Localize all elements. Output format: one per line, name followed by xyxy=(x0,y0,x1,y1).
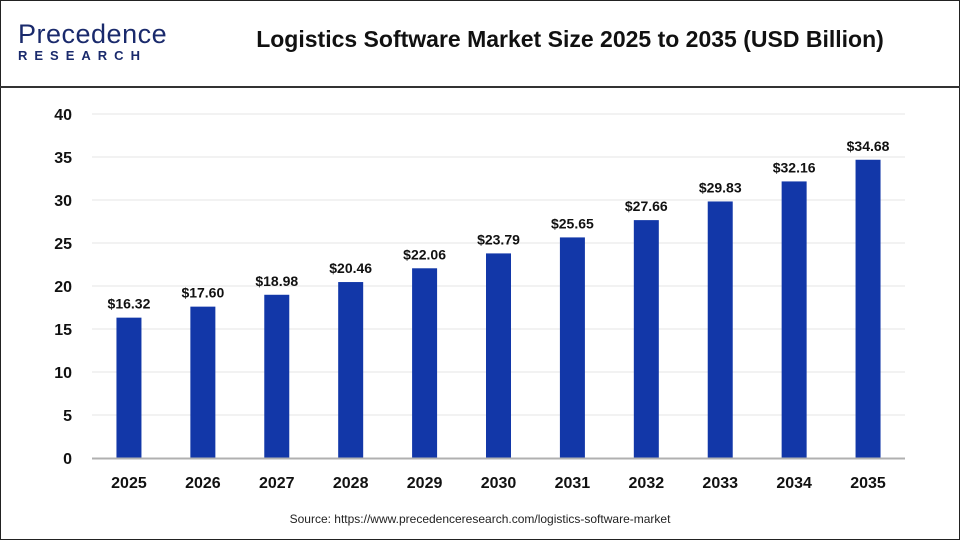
y-tick-label: 35 xyxy=(54,150,72,167)
x-tick-label: 2026 xyxy=(185,475,221,492)
x-tick-label: 2029 xyxy=(407,475,443,492)
bar-2035 xyxy=(855,159,881,458)
x-tick-label: 2031 xyxy=(555,475,591,492)
chart-title: Logistics Software Market Size 2025 to 2… xyxy=(256,26,884,52)
x-tick-label: 2030 xyxy=(481,475,517,492)
x-tick-label: 2035 xyxy=(850,475,886,492)
bar-2025 xyxy=(116,317,142,458)
bar-2034 xyxy=(781,181,807,458)
x-tick-label: 2034 xyxy=(776,475,812,492)
data-label: $25.65 xyxy=(551,215,594,231)
x-tick-label: 2027 xyxy=(259,475,295,492)
bar-2030 xyxy=(486,253,511,458)
bar-2033 xyxy=(707,201,733,458)
x-tick-label: 2025 xyxy=(111,475,147,492)
data-label: $22.06 xyxy=(403,246,446,262)
data-label: $27.66 xyxy=(625,198,668,214)
data-label: $23.79 xyxy=(477,231,520,247)
bar-2027 xyxy=(264,294,290,458)
data-label: $17.60 xyxy=(181,285,224,301)
y-tick-label: 0 xyxy=(63,451,72,468)
x-tick-label: 2033 xyxy=(702,475,738,492)
bar-2029 xyxy=(412,268,438,458)
data-label: $16.32 xyxy=(108,296,151,312)
precedence-research-logo: Precedence RESEARCH xyxy=(18,20,168,65)
bar-2028 xyxy=(338,282,364,458)
header: Precedence RESEARCH Logistics Software M… xyxy=(0,0,960,88)
y-tick-label: 10 xyxy=(54,365,72,382)
y-tick-label: 20 xyxy=(54,279,72,296)
y-tick-label: 15 xyxy=(54,322,72,339)
data-label: $20.46 xyxy=(329,260,372,276)
logo-line1: Precedence xyxy=(18,19,168,49)
source-note: Source: https://www.precedenceresearch.c… xyxy=(289,512,671,526)
data-label: $32.16 xyxy=(773,159,816,175)
logo-line2: RESEARCH xyxy=(18,48,147,63)
data-label: $29.83 xyxy=(699,179,742,195)
data-label: $34.68 xyxy=(847,138,890,154)
x-tick-label: 2028 xyxy=(333,475,369,492)
y-tick-label: 5 xyxy=(63,408,72,425)
y-tick-label: 25 xyxy=(54,236,72,253)
bar-2032 xyxy=(633,220,659,458)
bar-2031 xyxy=(559,237,585,458)
bar-2026 xyxy=(190,306,216,458)
y-tick-label: 30 xyxy=(54,193,72,210)
data-label: $18.98 xyxy=(255,273,298,289)
x-tick-label: 2032 xyxy=(629,475,665,492)
y-tick-label: 40 xyxy=(54,107,72,124)
